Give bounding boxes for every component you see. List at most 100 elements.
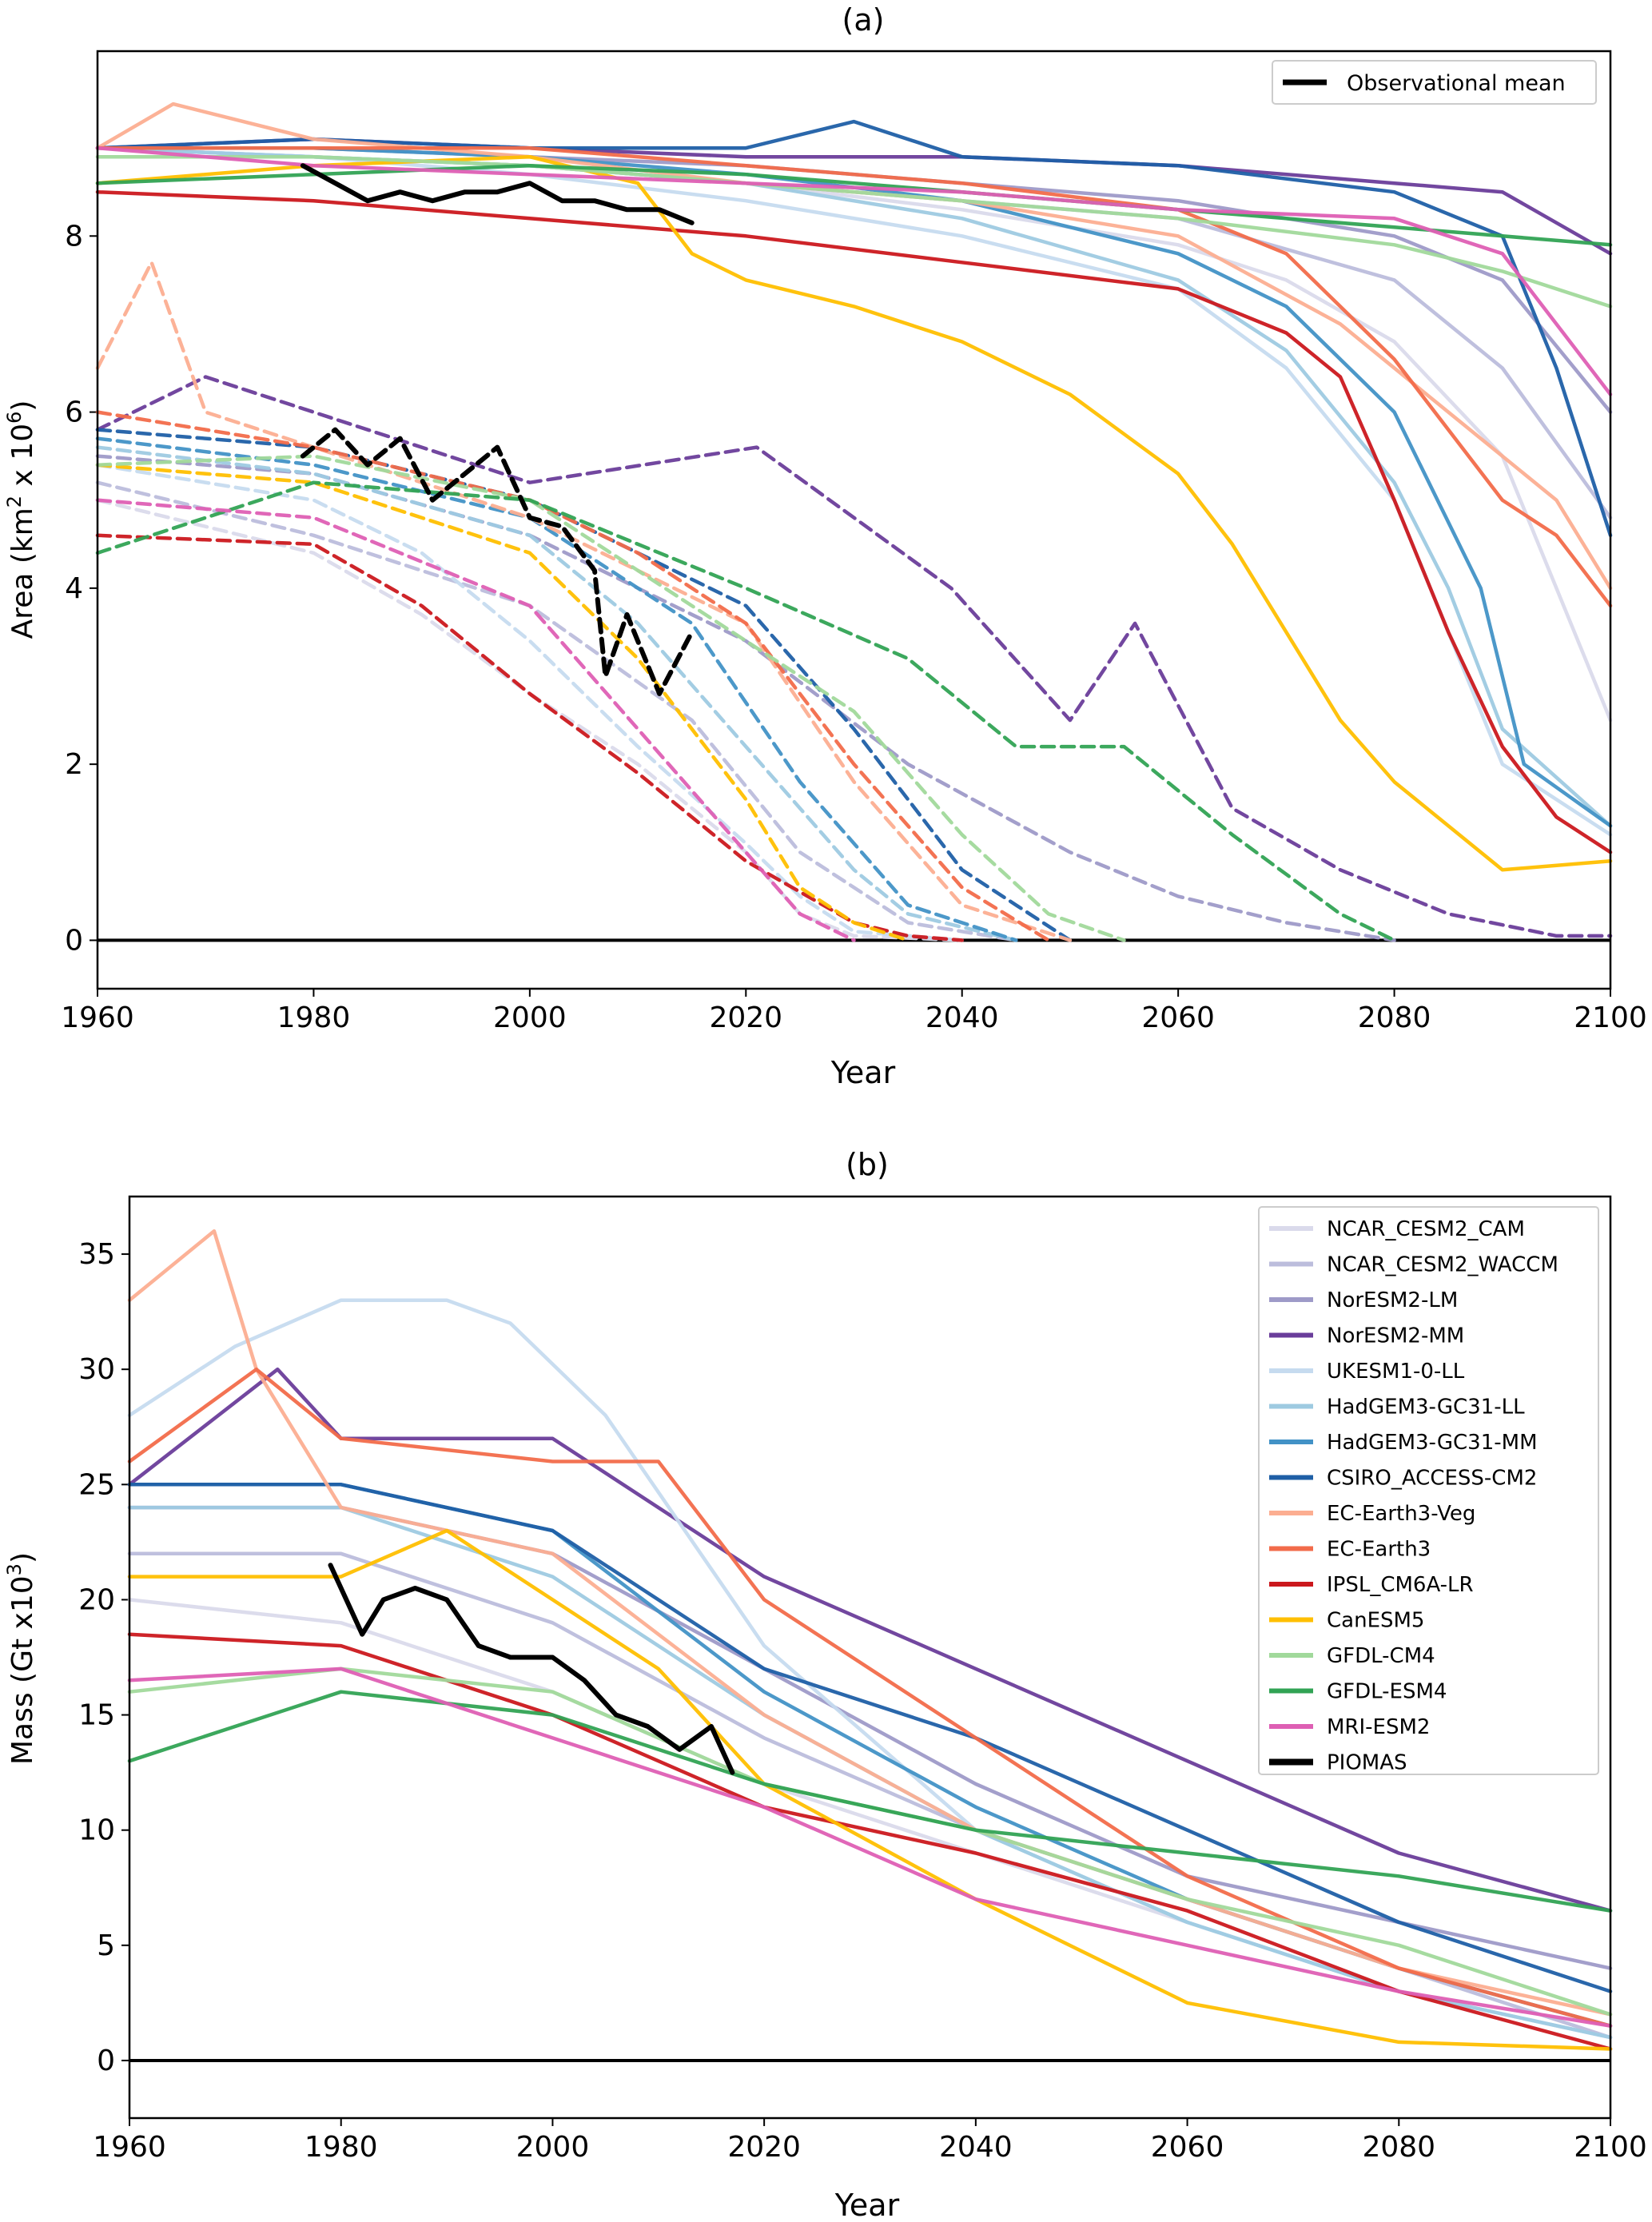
- panel-b-xtick-label: 2100: [1574, 2131, 1647, 2164]
- panel-a-ylabel-sup2: 6: [3, 412, 26, 424]
- panel-b-legend-label-gfdl-cm4: GFDL-CM4: [1327, 1644, 1435, 1668]
- panel-b-xtick-label: 1960: [93, 2131, 166, 2164]
- panel-b-series: [127, 1228, 1613, 2051]
- panel-a-xtick-label: 2020: [709, 1001, 782, 1034]
- panel-a-ylabel-main: Area (km: [6, 508, 39, 639]
- panel-b-series-piomas: [328, 1563, 735, 1775]
- panel-b-series-ec-earth3-veg: [127, 1228, 1613, 2017]
- panel-a-ytick-label: 0: [65, 924, 83, 957]
- panel-b-xtick-label: 2000: [516, 2131, 590, 2164]
- panel-a-series-mri-esm2-september: [95, 498, 856, 942]
- panel-b-ytick-label: 0: [97, 2045, 115, 2077]
- panel-a-ylabel-mid: x 10: [6, 424, 39, 496]
- panel-a-series-ec-earth3-september: [95, 410, 1051, 942]
- panel-a-ytick-label: 4: [65, 572, 83, 605]
- panel-a-series-hadgem3-gc31-ll-september: [95, 445, 1018, 942]
- panel-a-series-gfdl-esm4-september: [95, 480, 1396, 942]
- panel-a-title: (a): [842, 2, 885, 38]
- panel-b-title: (b): [846, 1147, 889, 1182]
- panel-a-xtick-label: 2100: [1574, 1001, 1647, 1034]
- panel-b-ytick-label: 5: [97, 1929, 115, 1962]
- panel-a-legend: Observational mean: [1272, 60, 1597, 105]
- panel-b: (b) 1960 1980 2000 2020 2040 2060 2080 2100 0 5 10…: [3, 1147, 1647, 2222]
- panel-a-series-gfdl-cm4-march: [95, 154, 1613, 309]
- panel-a-series-ipsl-cm6a-lr-march: [95, 189, 1613, 854]
- panel-a: (a) 1960 1980 2000 2020 2040 2060 2080 2100 0 2 4 6…: [3, 2, 1647, 1090]
- panel-a-xtick-label: 2060: [1141, 1001, 1215, 1034]
- panel-a-series-ncar-cesm2-cam-september: [95, 498, 964, 942]
- panel-b-ytick-label: 15: [78, 1699, 115, 1732]
- panel-a-xtick-label: 2040: [926, 1001, 999, 1034]
- panel-a-series-hadgem3-gc31-mm-september: [95, 436, 1018, 942]
- panel-a-legend-box: [1272, 60, 1597, 105]
- panel-b-ylabel-sup: 3: [3, 1563, 26, 1575]
- panel-a-series-observational-mean-september: [300, 427, 695, 696]
- panel-a-series-mri-esm2-march: [95, 145, 1613, 396]
- panel-b-series-csiro-access-cm2: [127, 1483, 1613, 1993]
- panel-a-xtick-label: 2080: [1358, 1001, 1431, 1034]
- panel-b-xtick-label: 2020: [727, 2131, 801, 2164]
- panel-b-legend-label-hadgem3-gc31-ll: HadGEM3-GC31-LL: [1327, 1396, 1525, 1420]
- panel-b-ytick-label: 30: [78, 1353, 115, 1386]
- panel-b-series-mri-esm2: [127, 1666, 1613, 2028]
- panel-b-ylabel-end: ): [6, 1552, 39, 1563]
- panel-a-ytick-label: 8: [65, 220, 83, 253]
- panel-b-legend-label-ec-earth3-veg: EC-Earth3-Veg: [1327, 1502, 1475, 1526]
- panel-a-ylabel: Area (km2 x 106): [3, 400, 39, 639]
- panel-a-frame: [96, 50, 1612, 990]
- panel-b-ylabel-main: Mass (Gt x10: [6, 1575, 39, 1765]
- panel-a-xtick-label: 2000: [493, 1001, 567, 1034]
- panel-b-legend: NCAR_CESM2_CAM NCAR_CESM2_WACCM NorESM2-LM…: [1258, 1206, 1599, 1775]
- panel-b-legend-label-noresm2-mm: NorESM2-MM: [1327, 1324, 1464, 1348]
- panel-a-series: [95, 102, 1613, 942]
- panel-b-legend-label-ncar-cesm2-cam: NCAR_CESM2_CAM: [1327, 1217, 1525, 1241]
- panel-b-series-ipsl-cm6a-lr: [127, 1632, 1613, 2051]
- panel-b-legend-label-csiro-access-cm2: CSIRO_ACCESS-CM2: [1327, 1467, 1537, 1491]
- panel-a-series-ukesm1-0-ll-september: [95, 463, 964, 942]
- panel-a-plot-area: [98, 51, 1610, 989]
- panel-a-series-observational-mean-march: [300, 163, 695, 225]
- panel-b-xlabel: Year: [834, 2188, 900, 2222]
- panel-b-legend-label-ncar-cesm2-waccm: NCAR_CESM2_WACCM: [1327, 1253, 1558, 1277]
- panel-b-xtick-label: 1980: [305, 2131, 378, 2164]
- panel-b-xtick-label: 2080: [1362, 2131, 1435, 2164]
- panel-b-ytick-label: 10: [78, 1814, 115, 1847]
- panel-a-series-gfdl-cm4-september: [95, 454, 1126, 942]
- panel-a-series-csiro-access-cm2-september: [95, 428, 1073, 942]
- panel-b-legend-label-gfdl-esm4: GFDL-ESM4: [1327, 1680, 1447, 1704]
- panel-a-xlabel: Year: [830, 1055, 896, 1090]
- panel-a-series-canesm5-september: [95, 463, 910, 942]
- panel-b-legend-label-canesm5: CanESM5: [1327, 1609, 1424, 1633]
- panel-a-xtick-label: 1960: [61, 1001, 134, 1034]
- panel-b-legend-label-ukesm1-0-ll: UKESM1-0-LL: [1327, 1360, 1465, 1384]
- panel-a-series-ncar-cesm2-waccm-september: [95, 480, 1018, 942]
- panel-b-xtick-label: 2040: [939, 2131, 1013, 2164]
- panel-a-ticks: 1960 1980 2000 2020 2040 2060 2080 2100 0 2 4 6 8: [61, 220, 1647, 1034]
- panel-b-legend-label-mri-esm2: MRI-ESM2: [1327, 1715, 1430, 1739]
- panel-b-ytick-label: 35: [78, 1238, 115, 1271]
- panel-a-xtick-label: 1980: [277, 1001, 351, 1034]
- panel-b-frame: [128, 1195, 1612, 2120]
- panel-b-legend-label-noresm2-lm: NorESM2-LM: [1327, 1288, 1458, 1312]
- panel-a-series-csiro-access-cm2-march: [95, 119, 1613, 538]
- panel-a-series-hadgem3-gc31-mm-march: [95, 145, 1613, 828]
- panel-a-ytick-label: 2: [65, 748, 83, 781]
- panel-a-ytick-label: 6: [65, 396, 83, 429]
- panel-a-legend-label: Observational mean: [1347, 71, 1566, 96]
- panel-b-ticks: 1960 1980 2000 2020 2040 2060 2080 2100 0 5 10 15 20…: [78, 1238, 1647, 2164]
- panel-b-series-gfdl-esm4: [127, 1690, 1613, 1913]
- panel-b-legend-label-hadgem3-gc31-mm: HadGEM3-GC31-MM: [1327, 1431, 1538, 1455]
- panel-b-xtick-label: 2060: [1151, 2131, 1224, 2164]
- panel-b-legend-label-ipsl-cm6a-lr: IPSL_CM6A-LR: [1327, 1573, 1474, 1597]
- panel-b-series-noresm2-mm: [127, 1367, 1613, 1913]
- panel-a-series-noresm2-mm-september: [95, 375, 1613, 938]
- panel-b-legend-label-piomas: PIOMAS: [1327, 1751, 1407, 1775]
- panel-a-ylabel-end: ): [6, 400, 39, 412]
- panel-b-ytick-label: 25: [78, 1468, 115, 1501]
- panel-b-legend-box: [1258, 1206, 1599, 1775]
- panel-b-ylabel: Mass (Gt x103): [3, 1552, 39, 1765]
- panel-b-ytick-label: 20: [78, 1583, 115, 1616]
- panel-a-ylabel-sup1: 2: [3, 496, 26, 508]
- panel-b-legend-label-ec-earth3: EC-Earth3: [1327, 1538, 1431, 1562]
